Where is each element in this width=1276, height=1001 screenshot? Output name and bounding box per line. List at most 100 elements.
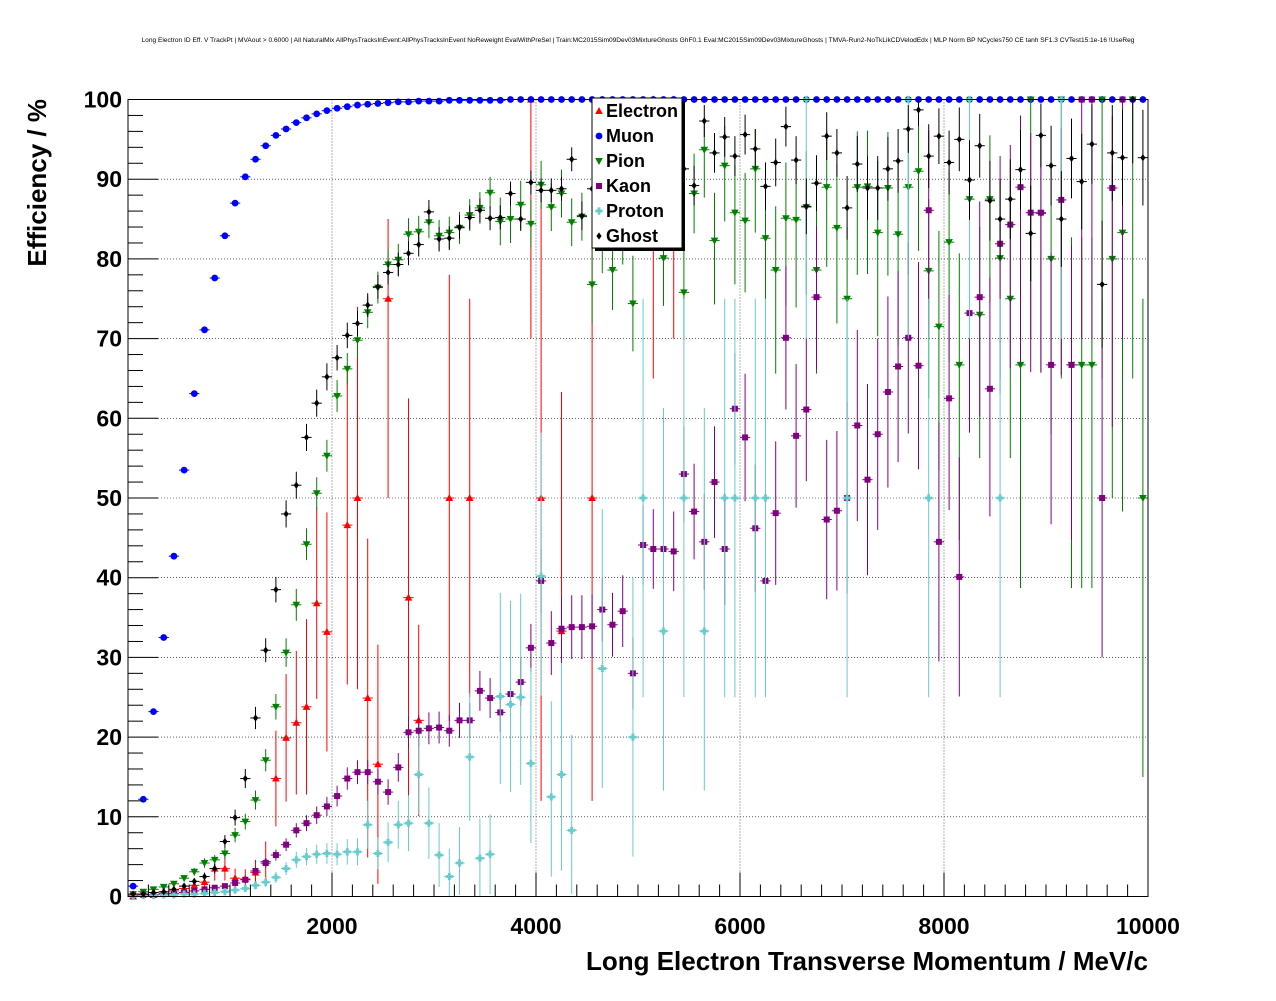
data-point [885,165,891,173]
data-point [700,627,708,635]
data-point [558,625,565,632]
data-point [354,769,361,776]
data-point [844,204,850,212]
data-point [394,98,402,106]
data-point [742,434,749,441]
data-point [252,867,259,874]
data-point [435,851,443,859]
data-point [354,101,361,109]
data-point [160,634,168,641]
data-point [130,890,136,898]
data-point [650,546,657,553]
data-point [935,323,943,331]
data-point [272,131,280,139]
data-point [895,363,902,370]
data-point [782,215,790,223]
data-point [936,132,942,140]
data-point [496,692,504,701]
data-point [476,687,483,694]
data-point [854,422,861,429]
data-point [1017,166,1024,174]
data-point [578,624,585,631]
data-point [414,228,423,236]
data-point [170,552,178,560]
data-point [333,104,341,112]
data-point [538,186,544,194]
data-point [497,213,503,222]
data-point [405,729,412,736]
data-point [353,848,362,856]
data-point [129,882,137,890]
x-tick-label: 4000 [510,913,561,939]
data-point [547,793,555,801]
legend-label-proton: Proton [606,201,664,221]
data-point [262,860,269,867]
data-point [864,184,871,192]
data-point [415,97,423,105]
data-point [537,572,545,580]
data-point [731,209,739,217]
data-point [945,239,953,247]
data-point [282,733,290,741]
data-point [222,837,228,846]
data-point [742,130,748,139]
data-point [874,431,881,438]
data-point [435,97,443,105]
data-point [854,160,860,168]
data-point [569,155,575,163]
data-point [139,795,147,803]
data-point [425,819,433,827]
data-point [986,385,993,392]
data-point [711,149,718,157]
data-point [334,793,341,800]
data-point [221,232,229,240]
data-point [343,848,351,856]
legend-marker-pion [595,158,603,165]
y-tick-label: 40 [96,565,122,591]
data-point [833,507,840,514]
legend-label-electron: Electron [606,101,678,121]
data-point [527,644,534,651]
data-point [293,481,299,489]
data-point [242,876,249,883]
data-point [446,234,452,242]
data-point [977,142,983,150]
data-point [659,255,668,263]
data-point [1077,361,1086,369]
data-point [150,708,157,715]
data-point [914,168,923,176]
data-point [568,624,575,631]
data-point [987,197,993,205]
data-point [384,99,392,107]
data-point [609,621,616,628]
data-point [843,494,851,502]
data-point [710,237,719,245]
data-point [302,853,311,861]
data-point [1068,361,1075,368]
data-point [752,145,758,153]
data-point [374,100,382,107]
data-point [312,490,321,498]
data-point [282,649,290,657]
data-point [263,646,269,654]
data-point [394,821,402,829]
data-point [313,850,321,858]
data-point [150,888,157,897]
data-point [415,727,422,734]
data-point [385,789,392,796]
y-tick-label: 90 [96,166,122,192]
data-point [976,294,983,301]
data-point [1139,495,1147,502]
data-point [487,214,493,222]
data-point [161,888,167,896]
data-point [303,820,310,827]
data-point [956,573,963,580]
data-point [344,775,351,782]
x-tick-label: 8000 [918,913,969,939]
data-point [363,694,372,702]
data-point [200,860,209,868]
data-point [231,874,239,882]
y-tick-label: 50 [96,485,122,511]
data-point [722,133,728,141]
data-point [343,521,352,529]
